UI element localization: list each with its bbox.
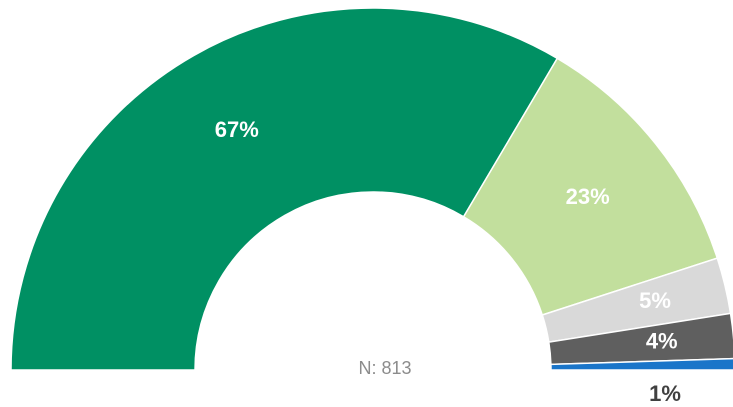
slice-label: 4%	[646, 329, 678, 354]
center-label: N: 813	[358, 358, 411, 378]
slice-label: 5%	[639, 288, 671, 313]
slice	[462, 57, 719, 316]
slice	[10, 7, 559, 371]
slice-label: 67%	[215, 117, 259, 142]
slice	[550, 357, 733, 371]
slice-label: 1%	[649, 381, 681, 406]
slice-label: 23%	[566, 184, 610, 209]
